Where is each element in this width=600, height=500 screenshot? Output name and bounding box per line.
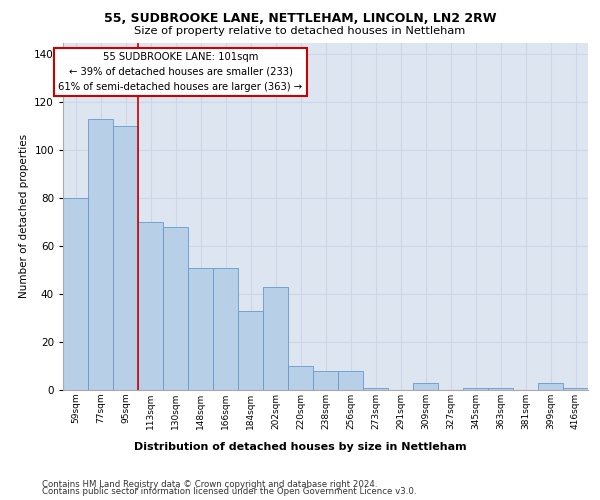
Text: Distribution of detached houses by size in Nettleham: Distribution of detached houses by size … [134, 442, 466, 452]
Bar [338, 371, 363, 390]
Text: Contains public sector information licensed under the Open Government Licence v3: Contains public sector information licen… [42, 488, 416, 496]
Bar [463, 388, 488, 390]
Bar [213, 268, 238, 390]
Bar [313, 371, 338, 390]
Bar [63, 198, 88, 390]
Bar [263, 287, 288, 390]
Text: 55 SUDBROOKE LANE: 101sqm
← 39% of detached houses are smaller (233)
61% of semi: 55 SUDBROOKE LANE: 101sqm ← 39% of detac… [58, 52, 302, 92]
Bar [163, 227, 188, 390]
Text: Contains HM Land Registry data © Crown copyright and database right 2024.: Contains HM Land Registry data © Crown c… [42, 480, 377, 489]
Bar [488, 388, 513, 390]
Text: 55, SUDBROOKE LANE, NETTLEHAM, LINCOLN, LN2 2RW: 55, SUDBROOKE LANE, NETTLEHAM, LINCOLN, … [104, 12, 496, 24]
Text: Size of property relative to detached houses in Nettleham: Size of property relative to detached ho… [134, 26, 466, 36]
Y-axis label: Number of detached properties: Number of detached properties [19, 134, 29, 298]
Bar [563, 388, 588, 390]
Bar [113, 126, 138, 390]
Bar [238, 311, 263, 390]
Bar [138, 222, 163, 390]
Bar [413, 383, 438, 390]
Bar [88, 119, 113, 390]
Bar [188, 268, 213, 390]
Bar [538, 383, 563, 390]
Bar [363, 388, 388, 390]
Bar [288, 366, 313, 390]
